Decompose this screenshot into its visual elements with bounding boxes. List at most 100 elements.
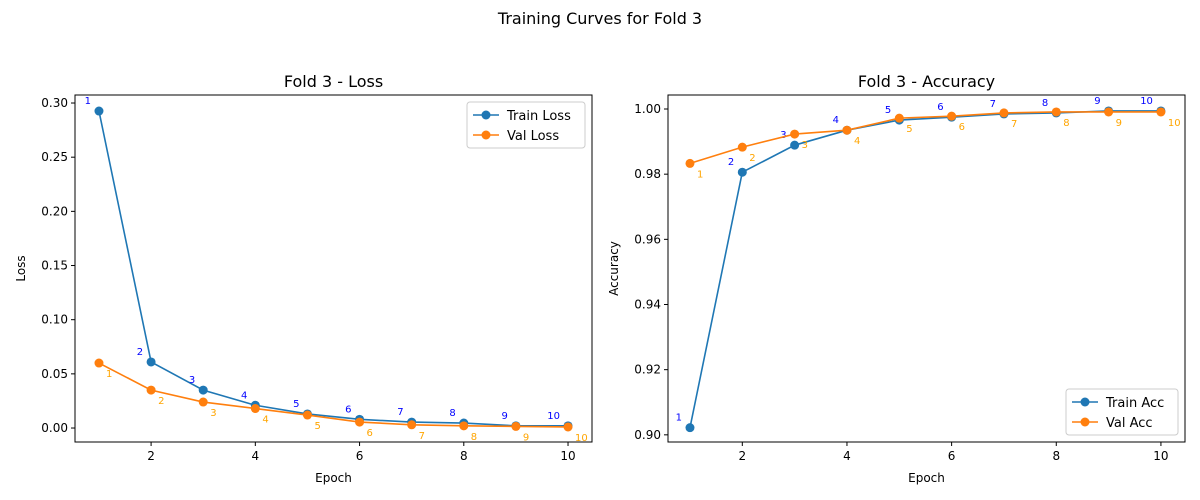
axes-1-legend bbox=[466, 101, 586, 149]
axes-2-point-label: 4 bbox=[854, 136, 860, 147]
axes-1-point-label: 8 bbox=[449, 408, 455, 419]
axes-1-data-point bbox=[146, 357, 156, 367]
axes-1-legend-label: Val Loss bbox=[507, 129, 559, 144]
axes-2-ytick-label: 0.90 bbox=[634, 428, 661, 442]
axes-1-data-point bbox=[459, 421, 469, 431]
axes-1-series-line-1 bbox=[98, 110, 569, 427]
axes-1-xtick-label: 6 bbox=[356, 449, 364, 463]
axes-1-ytick-label: 0.10 bbox=[41, 313, 68, 327]
axes-1-ytick-label: 0.05 bbox=[41, 367, 68, 381]
axes-1-point-label: 2 bbox=[137, 347, 143, 358]
axes-1-data-point bbox=[355, 417, 365, 427]
axes-1-frame bbox=[74, 94, 593, 443]
axes-2-xtick-label: 6 bbox=[948, 449, 956, 463]
axes-1-point-label: 6 bbox=[367, 428, 373, 439]
axes-2-data-point bbox=[947, 111, 957, 121]
axes-2-frame bbox=[667, 94, 1186, 443]
axes-1-data-point bbox=[563, 422, 573, 432]
axes-1-ytick-label: 0.15 bbox=[41, 259, 68, 273]
axes-2-legend-marker bbox=[1080, 397, 1090, 407]
axes-1-ytick-label: 0.20 bbox=[41, 204, 68, 218]
axes-1-legend-marker bbox=[481, 110, 491, 120]
axes-2-xtick-label: 2 bbox=[738, 449, 746, 463]
axes-2-point-label: 3 bbox=[780, 130, 786, 141]
axes-2-data-point bbox=[790, 129, 800, 139]
axes-2-ytick-label: 0.92 bbox=[634, 363, 661, 377]
axes-1-xtick-label: 8 bbox=[460, 449, 468, 463]
axes-2-point-label: 10 bbox=[1168, 118, 1181, 129]
axes-2-point-label: 2 bbox=[749, 153, 755, 164]
axes-2-data-point bbox=[1156, 107, 1166, 117]
axes-1-data-point bbox=[94, 106, 104, 116]
axes-2-legend-marker bbox=[1080, 417, 1090, 427]
axes-1-data-point bbox=[250, 404, 260, 414]
axes-1-point-label: 5 bbox=[293, 399, 299, 410]
axes-1-point-label: 9 bbox=[523, 432, 529, 443]
axes-2-point-label: 6 bbox=[959, 122, 965, 133]
axes-2-series-line-2 bbox=[689, 111, 1161, 165]
axes-1-legend-label: Train Loss bbox=[506, 109, 571, 124]
axes-1-ytick-label: 0.30 bbox=[41, 96, 68, 110]
axes-1-xtick-label: 2 bbox=[147, 449, 155, 463]
axes-1-data-point bbox=[94, 358, 104, 368]
axes-1-ytick-label: 0.00 bbox=[41, 421, 68, 435]
axes-2-data-point bbox=[1051, 107, 1061, 117]
axes-2-ytick-label: 1.00 bbox=[634, 102, 661, 116]
axes-2-point-label: 4 bbox=[833, 115, 839, 126]
axes-1-data-point bbox=[146, 385, 156, 395]
axes-2-legend bbox=[1065, 388, 1179, 436]
axes-2-legend-label: Val Acc bbox=[1106, 416, 1153, 431]
axes-2-data-point bbox=[790, 140, 800, 150]
axes-2-point-label: 7 bbox=[1011, 119, 1017, 130]
axes-1-point-label: 8 bbox=[471, 432, 477, 443]
axes-2-point-label: 9 bbox=[1116, 118, 1122, 129]
axes-2-point-label: 5 bbox=[885, 105, 891, 116]
axes-1-ytick-label: 0.25 bbox=[41, 150, 68, 164]
axes-1-point-label: 2 bbox=[158, 396, 164, 407]
axes-1-data-point bbox=[198, 385, 208, 395]
axes-2-point-label: 7 bbox=[990, 99, 996, 110]
axes-2-point-label: 3 bbox=[802, 140, 808, 151]
axes-2-data-point bbox=[894, 113, 904, 123]
axes-1-ylabel: Loss bbox=[14, 255, 28, 281]
axes-2-xtick-label: 8 bbox=[1052, 449, 1060, 463]
axes-1-point-label: 1 bbox=[106, 369, 112, 380]
axes-2-point-label: 10 bbox=[1140, 96, 1153, 107]
axes-1-title: Fold 3 - Loss bbox=[284, 72, 383, 91]
axes-1-point-label: 10 bbox=[547, 411, 560, 422]
axes-1-point-label: 7 bbox=[419, 431, 425, 442]
axes-1-point-label: 4 bbox=[262, 415, 268, 426]
axes-2-ytick-label: 0.94 bbox=[634, 298, 661, 312]
axes-1-data-point bbox=[198, 397, 208, 407]
axes-1-xtick-label: 10 bbox=[560, 449, 575, 463]
axes-2-ylabel: Accuracy bbox=[607, 241, 621, 296]
axes-2-xlabel: Epoch bbox=[908, 471, 945, 485]
axes-2-data-point bbox=[737, 142, 747, 152]
axes-1-point-label: 5 bbox=[314, 421, 320, 432]
axes-1-data-point bbox=[511, 421, 521, 431]
axes-1-xtick-label: 4 bbox=[252, 449, 260, 463]
axes-1-legend-marker bbox=[481, 130, 491, 140]
axes-2-xtick-label: 10 bbox=[1153, 449, 1168, 463]
axes-2-title: Fold 3 - Accuracy bbox=[858, 72, 995, 91]
axes-2-legend-label: Train Acc bbox=[1105, 396, 1164, 411]
axes-2-series-line-1 bbox=[689, 110, 1161, 428]
axes-1-point-label: 7 bbox=[397, 407, 403, 418]
figure-title: Training Curves for Fold 3 bbox=[497, 9, 702, 28]
axes-2-point-label: 1 bbox=[697, 169, 703, 180]
axes-2-point-label: 2 bbox=[728, 157, 734, 168]
axes-1-point-label: 9 bbox=[502, 411, 508, 422]
axes-2-ytick-label: 0.96 bbox=[634, 232, 661, 246]
axes-1-point-label: 10 bbox=[575, 433, 588, 444]
axes-1-data-point bbox=[407, 420, 417, 430]
axes-2-xtick-label: 4 bbox=[843, 449, 851, 463]
axes-2-data-point bbox=[1104, 107, 1114, 117]
axes-1-point-label: 4 bbox=[241, 390, 247, 401]
axes-2-point-label: 6 bbox=[937, 102, 943, 113]
axes-1-xlabel: Epoch bbox=[315, 471, 352, 485]
axes-1-point-label: 1 bbox=[85, 96, 91, 107]
axes-2-data-point bbox=[685, 423, 695, 433]
axes-2-data-point bbox=[842, 125, 852, 135]
axes-2-point-label: 8 bbox=[1063, 118, 1069, 129]
